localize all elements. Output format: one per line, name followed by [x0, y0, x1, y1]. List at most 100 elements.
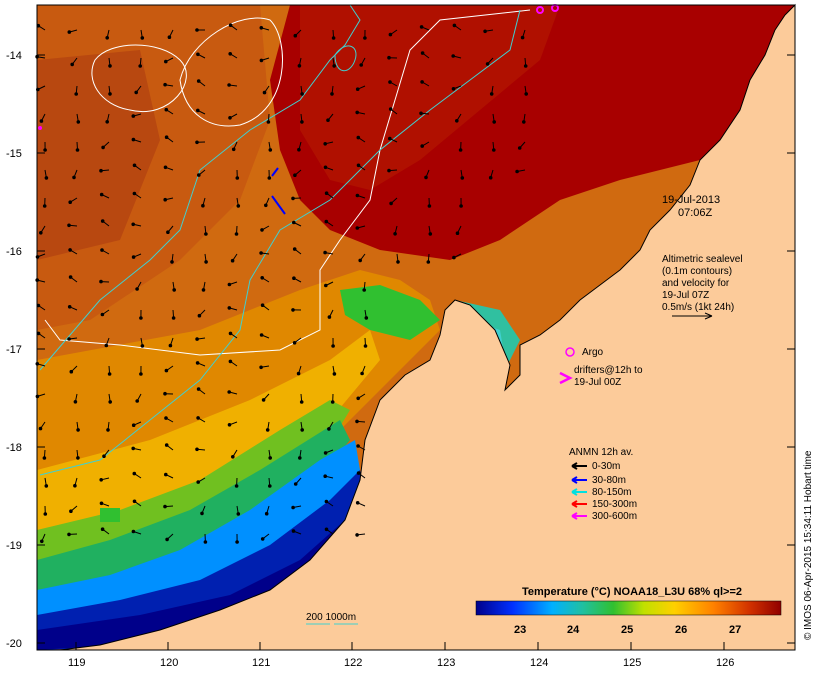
velocity-arrow-head — [139, 372, 143, 376]
velocity-arrow-head — [262, 90, 267, 95]
velocity-arrow-head — [108, 64, 112, 68]
velocity-arrow-head — [196, 79, 201, 83]
velocity-arrow-head — [460, 176, 465, 180]
velocity-arrow-head — [102, 454, 106, 459]
velocity-arrow-head — [388, 136, 392, 141]
velocity-arrow-head — [101, 145, 105, 150]
velocity-arrow-head — [299, 400, 304, 404]
velocity-arrow-head — [76, 120, 81, 124]
velocity-arrow-head — [292, 220, 296, 225]
drifters-legend: drifters@12h to 19-Jul 00Z — [559, 365, 643, 388]
velocity-arrow-head — [44, 176, 49, 180]
velocity-arrow-head — [69, 509, 73, 514]
velocity-arrow-head — [140, 344, 145, 348]
anmn-legend: ANMN 12h av. 0-30m 30-80m 80-150m 150-30… — [569, 447, 637, 522]
velocity-arrow-head — [75, 148, 80, 152]
velocity-arrow-head — [99, 168, 103, 173]
velocity-arrow-head — [100, 248, 104, 252]
velocity-arrow-head — [517, 146, 522, 150]
svg-text:80-150m: 80-150m — [592, 487, 631, 498]
velocity-arrow-head — [135, 287, 139, 291]
velocity-arrow-head — [166, 230, 170, 234]
velocity-arrow-head — [99, 192, 104, 197]
velocity-arrow-head — [227, 282, 232, 287]
velocity-arrow-head — [355, 110, 360, 115]
lat-tick-label: -19 — [6, 540, 22, 552]
velocity-arrow-head — [234, 484, 239, 488]
velocity-arrow-head — [492, 148, 496, 152]
velocity-arrow-head — [163, 165, 168, 170]
velocity-arrow-head — [297, 64, 302, 68]
velocity-arrow-head — [267, 176, 272, 180]
velocity-arrow-head — [236, 512, 241, 516]
velocity-arrow-head — [70, 62, 74, 67]
velocity-arrow-head — [163, 197, 167, 202]
drifter-chevron-icon — [559, 371, 573, 385]
lat-tick-label: -15 — [6, 148, 22, 160]
velocity-arrow-head — [204, 260, 208, 264]
lat-tick-label: -20 — [6, 638, 22, 650]
velocity-arrow-head — [420, 80, 424, 84]
velocity-arrow-head — [76, 456, 80, 460]
velocity-arrow-head — [73, 400, 78, 404]
svg-text:ANMN 12h av.: ANMN 12h av. — [569, 447, 633, 458]
velocity-arrow-head — [298, 456, 302, 460]
svg-text:drifters@12h to: drifters@12h to — [574, 365, 643, 376]
velocity-arrow-head — [164, 107, 169, 112]
velocity-arrow-head — [236, 204, 241, 208]
velocity-arrow-head — [259, 365, 263, 370]
isobath-legend: 200 1000m — [306, 612, 358, 625]
velocity-arrow-head — [43, 512, 48, 516]
lat-tick-label: -18 — [6, 442, 22, 454]
velocity-arrow-head — [451, 54, 456, 58]
velocity-arrow-head — [132, 191, 137, 196]
velocity-arrow-head — [327, 427, 331, 431]
altimetry-legend: Altimetric sealevel (0.1m contours) and … — [662, 254, 743, 320]
velocity-arrow-head — [170, 260, 174, 264]
velocity-arrow-head — [324, 283, 328, 288]
velocity-arrow-head — [67, 532, 71, 537]
velocity-arrow-head — [292, 276, 296, 281]
velocity-arrow-head — [268, 148, 273, 152]
velocity-arrow-head — [227, 306, 232, 310]
velocity-arrow-head — [358, 258, 363, 263]
svg-text:19-Jul 07Z: 19-Jul 07Z — [662, 290, 709, 301]
velocity-arrow-head — [228, 52, 232, 56]
velocity-arrow-head — [196, 416, 200, 420]
velocity-arrow-head — [330, 400, 335, 404]
velocity-arrow-head — [99, 501, 104, 506]
velocity-arrow-head — [42, 204, 47, 208]
lat-tick-label: -17 — [6, 344, 22, 356]
lon-tick-label: 123 — [437, 657, 455, 669]
velocity-arrow-head — [261, 398, 266, 402]
velocity-arrow-head — [131, 423, 136, 428]
velocity-arrow-head — [259, 26, 264, 30]
velocity-arrow-head — [259, 333, 264, 337]
argo-marker-icon — [565, 347, 575, 357]
velocity-arrow-head — [291, 308, 295, 312]
velocity-arrow-head — [235, 540, 239, 544]
velocity-arrow-head — [204, 232, 208, 236]
anmn-item-150-300m: 150-300m — [571, 499, 637, 510]
velocity-arrow-head — [36, 331, 41, 336]
map-frame — [36, 4, 796, 651]
velocity-arrow-head — [74, 92, 78, 96]
velocity-arrow-head — [260, 537, 265, 541]
velocity-arrow-head — [323, 142, 328, 146]
colorbar-tick: 26 — [675, 624, 687, 636]
velocity-arrow-head — [260, 303, 265, 308]
velocity-arrow-head — [291, 529, 296, 533]
velocity-arrow-head — [139, 316, 143, 320]
velocity-arrow-head — [389, 201, 393, 206]
velocity-arrow-head — [420, 51, 425, 55]
velocity-arrow-head — [356, 135, 361, 140]
velocity-arrow-head — [331, 344, 335, 348]
velocity-arrow-head — [291, 505, 295, 510]
velocity-arrow-head — [228, 359, 233, 364]
velocity-arrow-head — [362, 288, 367, 292]
velocity-arrow-head — [76, 428, 80, 432]
velocity-arrow-head — [230, 258, 235, 263]
velocity-arrow-head — [135, 399, 139, 403]
velocity-arrow-head — [67, 337, 71, 341]
velocity-arrow-head — [355, 87, 360, 91]
